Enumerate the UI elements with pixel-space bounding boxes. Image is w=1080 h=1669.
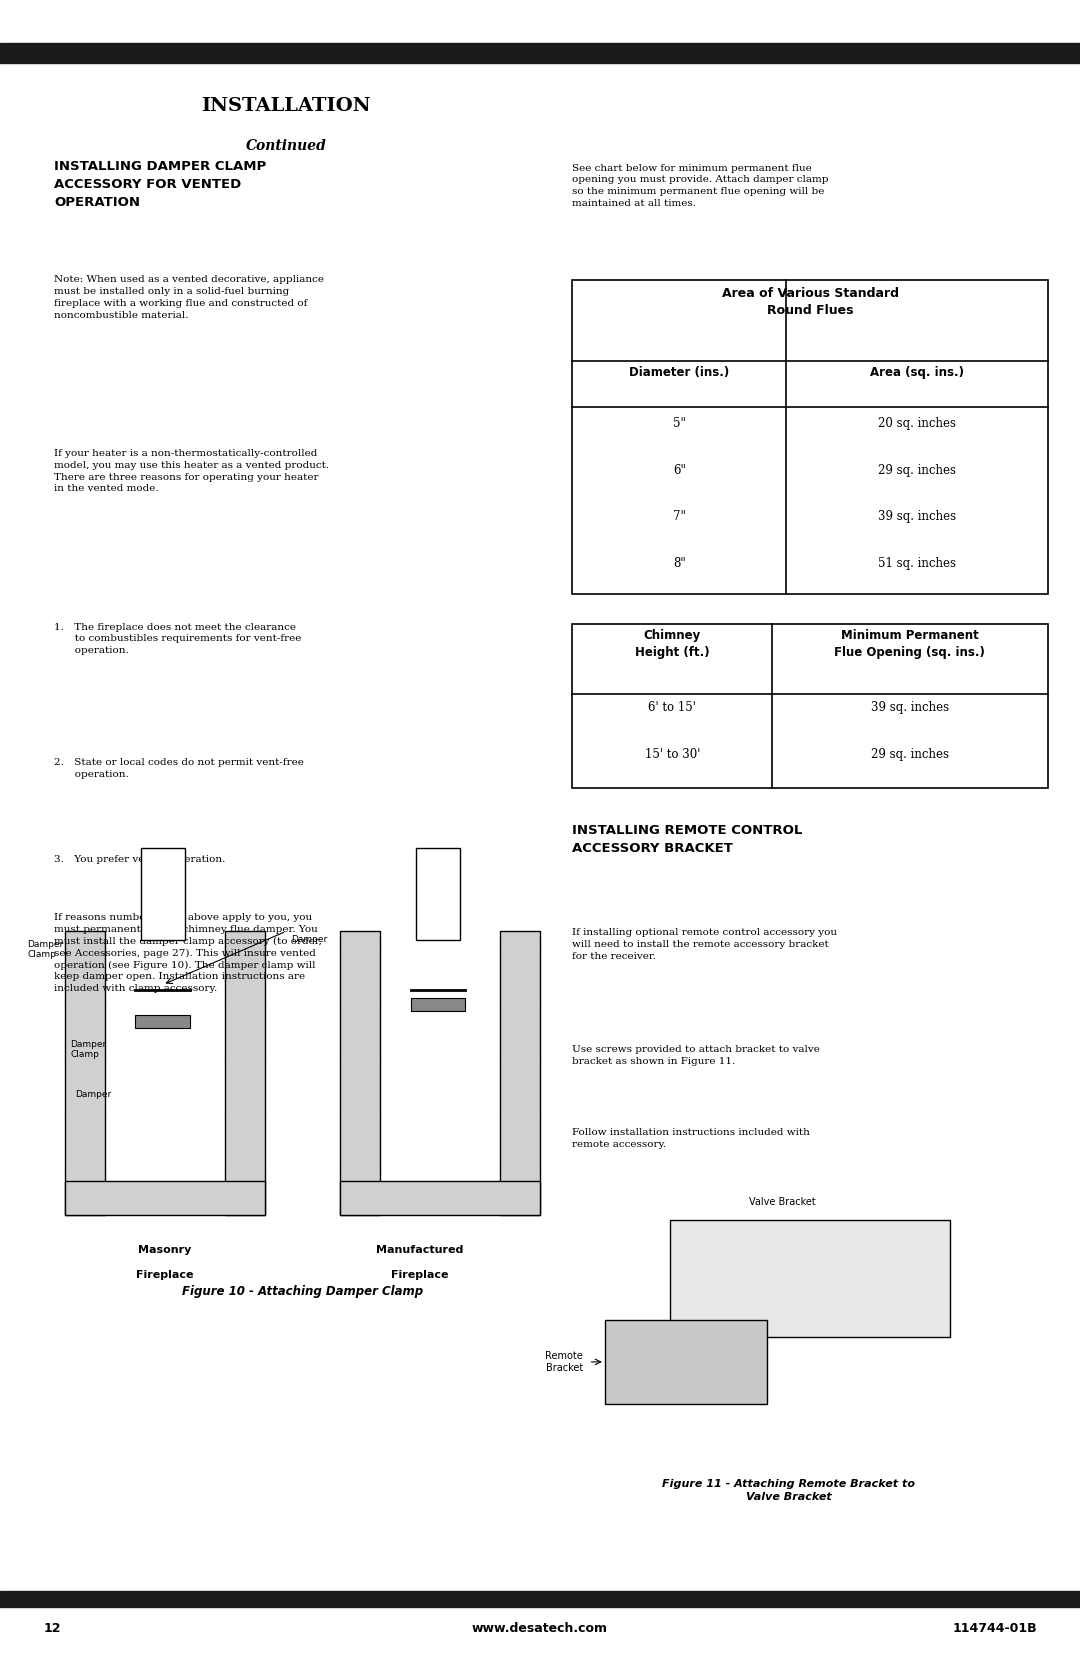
- Bar: [416, 848, 460, 940]
- Text: Minimum Permanent
Flue Opening (sq. ins.): Minimum Permanent Flue Opening (sq. ins.…: [835, 629, 985, 659]
- Text: Chimney
Height (ft.): Chimney Height (ft.): [635, 629, 710, 659]
- Text: 29 sq. inches: 29 sq. inches: [870, 748, 949, 761]
- Text: Area (sq. ins.): Area (sq. ins.): [869, 366, 964, 379]
- Bar: [140, 848, 185, 940]
- Text: INSTALLING REMOTE CONTROL
ACCESSORY BRACKET: INSTALLING REMOTE CONTROL ACCESSORY BRAC…: [572, 824, 802, 856]
- Text: If installing optional remote control accessory you
will need to install the rem: If installing optional remote control ac…: [572, 928, 837, 961]
- Bar: [340, 1182, 540, 1215]
- Text: INSTALLING DAMPER CLAMP
ACCESSORY FOR VENTED
OPERATION: INSTALLING DAMPER CLAMP ACCESSORY FOR VE…: [54, 160, 267, 209]
- Bar: [572, 624, 1048, 788]
- Bar: [0, 1591, 1080, 1607]
- Bar: [43, 918, 572, 1293]
- Text: Damper: Damper: [292, 935, 328, 943]
- Text: 1. The fireplace does not meet the clearance
  to combustibles requirements for : 1. The fireplace does not meet the clear…: [54, 623, 301, 656]
- Text: 39 sq. inches: 39 sq. inches: [870, 701, 949, 714]
- Bar: [670, 1220, 950, 1337]
- Text: Diameter (ins.): Diameter (ins.): [630, 366, 729, 379]
- Text: Figure 11 - Attaching Remote Bracket to
Valve Bracket: Figure 11 - Attaching Remote Bracket to …: [662, 1479, 915, 1502]
- Bar: [340, 931, 380, 1215]
- Text: Masonry: Masonry: [138, 1245, 191, 1255]
- Bar: [65, 931, 105, 1215]
- Bar: [605, 1320, 767, 1404]
- Text: Follow installation instructions included with
remote accessory.: Follow installation instructions include…: [572, 1128, 810, 1148]
- Text: If reasons number 1 or 2 above apply to you, you
must permanently open chimney f: If reasons number 1 or 2 above apply to …: [54, 913, 322, 993]
- Text: 39 sq. inches: 39 sq. inches: [878, 511, 956, 524]
- Text: Fireplace: Fireplace: [136, 1270, 193, 1280]
- Bar: [572, 280, 1048, 594]
- Text: Note: When used as a vented decorative, appliance
must be installed only in a so: Note: When used as a vented decorative, …: [54, 275, 324, 320]
- Text: Figure 10 - Attaching Damper Clamp: Figure 10 - Attaching Damper Clamp: [181, 1285, 423, 1298]
- Text: 3. You prefer vented operation.: 3. You prefer vented operation.: [54, 855, 226, 863]
- Bar: [500, 931, 540, 1215]
- Text: Remote
Bracket: Remote Bracket: [545, 1352, 583, 1372]
- Bar: [0, 43, 1080, 63]
- Text: 20 sq. inches: 20 sq. inches: [878, 417, 956, 431]
- Text: Use screws provided to attach bracket to valve
bracket as shown in Figure 11.: Use screws provided to attach bracket to…: [572, 1045, 821, 1065]
- Text: Fireplace: Fireplace: [391, 1270, 449, 1280]
- Text: 51 sq. inches: 51 sq. inches: [878, 557, 956, 571]
- Text: 6": 6": [673, 464, 686, 477]
- Text: 5": 5": [673, 417, 686, 431]
- Text: If your heater is a non-thermostatically-controlled
model, you may use this heat: If your heater is a non-thermostatically…: [54, 449, 329, 494]
- Text: 8": 8": [673, 557, 686, 571]
- Text: www.desatech.com: www.desatech.com: [472, 1622, 608, 1636]
- Text: 15' to 30': 15' to 30': [645, 748, 700, 761]
- Text: Valve Bracket: Valve Bracket: [748, 1197, 815, 1207]
- Text: Damper: Damper: [76, 1090, 112, 1098]
- Text: 114744-01B: 114744-01B: [953, 1622, 1037, 1636]
- Text: Continued: Continued: [246, 139, 326, 152]
- Text: Damper
Clamp: Damper Clamp: [70, 1040, 107, 1060]
- Text: Damper
Clamp: Damper Clamp: [27, 940, 64, 960]
- Text: 12: 12: [43, 1622, 60, 1636]
- Text: Area of Various Standard
Round Flues: Area of Various Standard Round Flues: [721, 287, 899, 317]
- Bar: [65, 1182, 265, 1215]
- Text: 6' to 15': 6' to 15': [648, 701, 697, 714]
- Bar: [225, 931, 265, 1215]
- Text: 7": 7": [673, 511, 686, 524]
- Text: INSTALLATION: INSTALLATION: [201, 97, 372, 115]
- Bar: [410, 998, 465, 1011]
- Text: 2. State or local codes do not permit vent-free
  operation.: 2. State or local codes do not permit ve…: [54, 758, 303, 778]
- Text: 29 sq. inches: 29 sq. inches: [878, 464, 956, 477]
- Text: See chart below for minimum permanent flue
opening you must provide. Attach damp: See chart below for minimum permanent fl…: [572, 164, 829, 209]
- Text: Manufactured: Manufactured: [377, 1245, 463, 1255]
- Bar: [135, 1015, 190, 1028]
